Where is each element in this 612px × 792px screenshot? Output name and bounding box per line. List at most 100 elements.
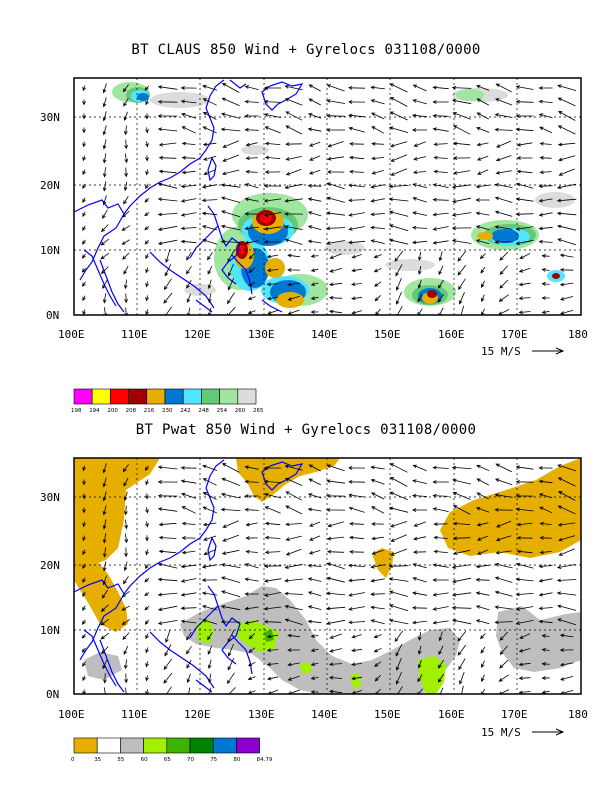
- pwat-wind-arrow: [438, 687, 444, 694]
- pwat-wind-arrow: [541, 690, 550, 694]
- pwat-wind-arrow: [81, 647, 86, 653]
- claus-wind-arrow: [451, 85, 472, 90]
- claus-wind-arrow: [451, 99, 472, 105]
- claus-wind-arrow: [226, 292, 235, 305]
- pwat-wind-arrow: [201, 564, 218, 569]
- pwat-wind-arrow: [389, 604, 409, 612]
- pwat-wind-arrow: [285, 535, 302, 541]
- pwat-wind-arrow: [244, 563, 259, 569]
- pwat-legend-label: 55: [117, 757, 124, 763]
- claus-wind-arrow: [145, 155, 149, 162]
- pwat-wind-arrow: [516, 549, 533, 554]
- claus-wind-arrow: [495, 83, 512, 93]
- claus-wind-arrow: [479, 253, 486, 260]
- pwat-wind-arrow: [518, 648, 531, 653]
- pwat-wind-arrow: [515, 507, 534, 512]
- pwat-wind-arrow: [458, 658, 466, 671]
- claus-wind-arrow: [307, 239, 322, 244]
- pwat-wind-arrow: [370, 619, 385, 625]
- claus-wind-arrow: [494, 225, 513, 230]
- claus-wind-arrow: [287, 282, 300, 287]
- pwat-wind-arrow: [499, 659, 509, 669]
- pwat-wind-arrow: [494, 620, 513, 625]
- claus-wind-arrow: [121, 225, 131, 231]
- pwat-wind-arrow: [326, 464, 345, 472]
- claus-wind-arrow: [498, 294, 509, 302]
- pwat-wind-arrow: [496, 520, 512, 528]
- claus-wind-arrow: [82, 155, 86, 162]
- pwat-wind-arrow: [437, 673, 444, 683]
- pwat-wind-arrow: [247, 676, 256, 680]
- claus-wind-arrow: [373, 254, 382, 259]
- claus-wind-arrow: [413, 156, 426, 161]
- pwat-wind-arrow: [412, 577, 427, 583]
- pwat-wind-arrow: [475, 507, 490, 513]
- claus-xlabel-140e: 140E: [311, 328, 338, 341]
- claus-wind-arrow: [121, 239, 130, 245]
- claus-wind-vectors: [81, 83, 577, 315]
- pwat-legend-label: 35: [94, 757, 101, 763]
- claus-wind-arrow: [515, 127, 534, 132]
- claus-wind-arrow: [538, 184, 553, 189]
- claus-wind-arrow: [82, 99, 86, 106]
- claus-wind-arrow: [451, 239, 472, 244]
- claus-wind-arrow: [309, 155, 321, 161]
- claus-wind-arrow: [411, 225, 428, 230]
- claus-wind-arrow: [181, 155, 196, 160]
- pwat-wind-arrow: [475, 564, 490, 569]
- claus-wind-arrow: [515, 99, 534, 104]
- pwat-wind-arrow: [157, 592, 178, 597]
- claus-wind-arrow: [267, 309, 279, 315]
- claus-wind-arrow: [432, 127, 449, 132]
- claus-wind-arrow: [247, 281, 256, 287]
- claus-legend-label: 194: [89, 408, 100, 414]
- claus-wind-arrow: [244, 183, 259, 189]
- pwat-wind-arrow: [515, 620, 534, 625]
- pwat-wind-arrow: [475, 619, 490, 625]
- pwat-wind-arrow: [452, 491, 471, 500]
- pwat-wind-arrow: [476, 478, 489, 486]
- claus-wind-arrow: [417, 251, 422, 261]
- claus-wind-arrow: [516, 156, 533, 160]
- pwat-wind-arrow: [348, 480, 366, 484]
- claus-wind-arrow: [519, 253, 531, 259]
- claus-wind-arrow: [158, 169, 177, 174]
- pwat-wind-arrow: [145, 493, 149, 500]
- claus-wind-arrow: [263, 198, 282, 203]
- claus-wind-arrow: [412, 99, 427, 105]
- pwat-wind-arrow: [457, 644, 467, 656]
- claus-wind-arrow: [287, 253, 300, 258]
- claus-legend-label: 208: [126, 408, 137, 414]
- claus-wind-arrow: [326, 196, 345, 203]
- pwat-xlabel-180: 180: [568, 708, 588, 721]
- pwat-wind-arrow: [452, 505, 471, 515]
- pwat-wind-arrow: [437, 659, 444, 669]
- pwat-wind-arrow: [103, 687, 108, 694]
- pwat-wind-arrow: [325, 494, 346, 498]
- claus-wind-arrow: [145, 295, 149, 302]
- claus-wind-arrow: [499, 251, 509, 261]
- pwat-wind-arrow: [207, 632, 213, 641]
- pwat-wind-arrow: [145, 507, 149, 514]
- claus-wind-arrow: [451, 212, 472, 217]
- pwat-wind-arrow: [411, 493, 428, 498]
- pwat-wind-arrow: [202, 506, 217, 514]
- claus-wind-arrow: [327, 156, 345, 161]
- claus-wind-arrow: [370, 198, 385, 203]
- claus-wind-arrow: [538, 99, 553, 104]
- claus-wind-arrow: [285, 125, 303, 135]
- pwat-wind-arrow: [329, 633, 342, 639]
- pwat-wind-arrow: [202, 492, 217, 500]
- pwat-wind-arrow: [82, 507, 86, 514]
- claus-wind-arrow: [559, 253, 574, 258]
- pwat-xlabel-160e: 160E: [438, 708, 465, 721]
- pwat-wind-arrow: [374, 674, 381, 682]
- claus-wind-arrow: [82, 169, 86, 176]
- claus-wind-arrow: [515, 182, 534, 189]
- claus-wind-arrow: [82, 127, 86, 134]
- claus-wind-arrow: [480, 266, 486, 274]
- pwat-wind-arrow: [518, 676, 531, 681]
- pwat-wind-arrow: [263, 606, 282, 611]
- pwat-wind-arrow: [180, 606, 197, 611]
- pwat-wind-arrow: [285, 491, 302, 501]
